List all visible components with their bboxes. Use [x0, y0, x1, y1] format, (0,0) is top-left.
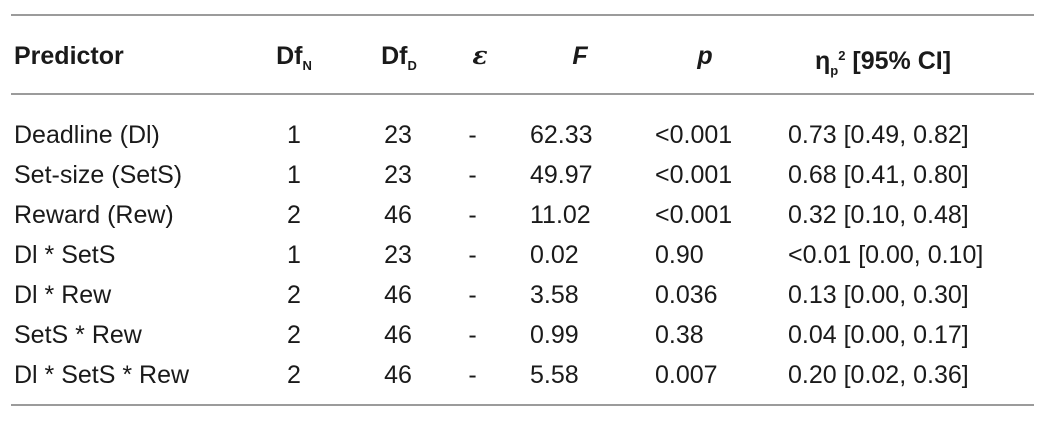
header-eta-main: η: [815, 47, 831, 75]
table-row: Dl * SetS 1 23 - 0.02 0.90 <0.01 [0.00, …: [0, 235, 1050, 275]
cell-p: 0.38: [655, 321, 704, 349]
header-p-text: p: [697, 42, 713, 70]
table-row: Dl * Rew 2 46 - 3.58 0.036 0.13 [0.00, 0…: [0, 275, 1050, 315]
cell-dfd: 46: [384, 201, 412, 229]
table-row: Dl * SetS * Rew 2 46 - 5.58 0.007 0.20 […: [0, 355, 1050, 395]
header-eta: ηp2 [95% CI]: [815, 36, 952, 78]
cell-eta: 0.73 [0.49, 0.82]: [788, 121, 969, 149]
table-top-rule: [11, 14, 1034, 16]
cell-epsilon: -: [468, 241, 477, 269]
cell-dfd: 46: [384, 281, 412, 309]
cell-eta: 0.20 [0.02, 0.36]: [788, 361, 969, 389]
cell-dfd: 23: [384, 241, 412, 269]
cell-predictor: Dl * Rew: [14, 281, 112, 309]
cell-dfd: 46: [384, 321, 412, 349]
header-dfn: DfN: [256, 36, 332, 76]
cell-eta: 0.32 [0.10, 0.48]: [788, 201, 969, 229]
cell-dfn: 2: [287, 201, 301, 229]
header-predictor-text: Predictor: [14, 42, 124, 70]
cell-f: 0.02: [530, 241, 579, 269]
table-row: SetS * Rew 2 46 - 0.99 0.38 0.04 [0.00, …: [0, 315, 1050, 355]
cell-dfn: 2: [287, 321, 301, 349]
cell-epsilon: -: [468, 321, 477, 349]
cell-f: 11.02: [530, 201, 591, 229]
cell-predictor: Dl * SetS: [14, 241, 116, 269]
header-eta-superscript: 2: [838, 48, 846, 63]
cell-p: <0.001: [655, 121, 733, 149]
cell-dfn: 1: [287, 121, 301, 149]
cell-dfd: 46: [384, 361, 412, 389]
cell-eta: 0.04 [0.00, 0.17]: [788, 321, 969, 349]
header-epsilon-text: ε: [472, 41, 488, 70]
cell-p: <0.001: [655, 161, 733, 189]
cell-f: 5.58: [530, 361, 579, 389]
cell-epsilon: -: [468, 121, 477, 149]
header-dfn-subscript: N: [302, 58, 312, 73]
cell-p: 0.007: [655, 361, 718, 389]
cell-epsilon: -: [468, 361, 477, 389]
cell-predictor: Dl * SetS * Rew: [14, 361, 190, 389]
cell-dfd: 23: [384, 161, 412, 189]
cell-epsilon: -: [468, 201, 477, 229]
table-header-rule: [11, 93, 1034, 95]
table-bottom-rule: [11, 404, 1034, 406]
cell-f: 3.58: [530, 281, 579, 309]
cell-f: 62.33: [530, 121, 593, 149]
cell-predictor: SetS * Rew: [14, 321, 142, 349]
cell-dfn: 2: [287, 281, 301, 309]
cell-p: 0.036: [655, 281, 718, 309]
header-dfd: DfD: [360, 36, 438, 76]
header-dfn-main: Df: [276, 42, 303, 70]
cell-predictor: Reward (Rew): [14, 201, 174, 229]
header-epsilon: ε: [460, 36, 500, 76]
cell-predictor: Set-size (SetS): [14, 161, 183, 189]
header-eta-subscript: p: [830, 63, 839, 78]
table-row: Reward (Rew) 2 46 - 11.02 <0.001 0.32 [0…: [0, 195, 1050, 235]
cell-eta: <0.01 [0.00, 0.10]: [788, 241, 984, 269]
table-row: Set-size (SetS) 1 23 - 49.97 <0.001 0.68…: [0, 155, 1050, 195]
cell-epsilon: -: [468, 281, 477, 309]
header-dfd-subscript: D: [407, 58, 417, 73]
cell-p: <0.001: [655, 201, 733, 229]
header-eta-rest: [95% CI]: [845, 47, 952, 75]
cell-dfd: 23: [384, 121, 412, 149]
header-dfd-main: Df: [381, 42, 408, 70]
cell-f: 49.97: [530, 161, 593, 189]
header-predictor: Predictor: [14, 36, 124, 76]
table-row: Deadline (Dl) 1 23 - 62.33 <0.001 0.73 […: [0, 115, 1050, 155]
header-p: p: [680, 36, 730, 76]
cell-eta: 0.13 [0.00, 0.30]: [788, 281, 969, 309]
cell-dfn: 1: [287, 161, 301, 189]
header-f-text: F: [572, 42, 588, 70]
cell-f: 0.99: [530, 321, 579, 349]
cell-predictor: Deadline (Dl): [14, 121, 160, 149]
cell-epsilon: -: [468, 161, 477, 189]
header-f: F: [555, 36, 605, 76]
cell-dfn: 1: [287, 241, 301, 269]
cell-eta: 0.68 [0.41, 0.80]: [788, 161, 969, 189]
cell-dfn: 2: [287, 361, 301, 389]
cell-p: 0.90: [655, 241, 704, 269]
